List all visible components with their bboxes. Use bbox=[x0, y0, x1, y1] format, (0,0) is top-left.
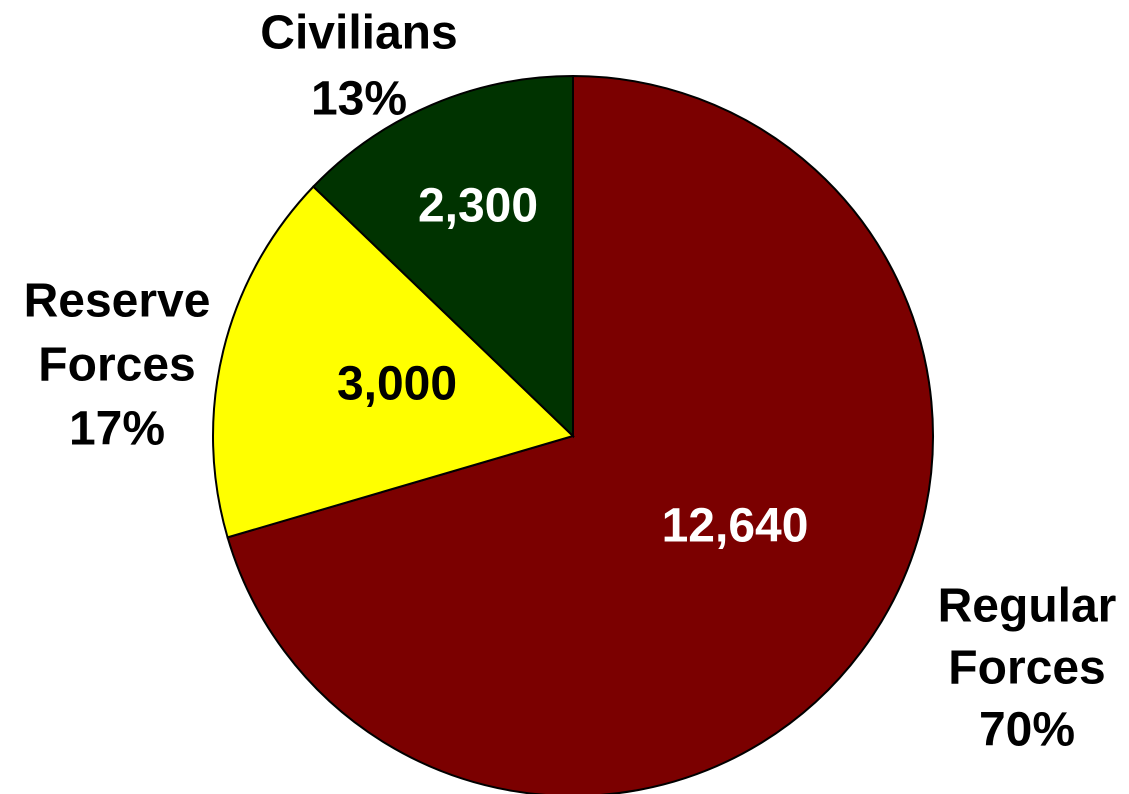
category-name-line: Reserve bbox=[24, 275, 211, 328]
category-name-line: Civilians bbox=[260, 7, 457, 60]
value-label-regular-forces: 12,640 bbox=[662, 500, 809, 553]
category-labels: Regular Forces 70% Reserve Forces 17% Civilian… bbox=[24, 7, 1117, 757]
pie-slices bbox=[212, 74, 934, 794]
value-labels: 12,640 3,000 2,300 bbox=[337, 180, 808, 553]
slice-regular-forces bbox=[226, 74, 934, 794]
category-label-reserve-forces: Reserve Forces 17% bbox=[24, 275, 211, 456]
slice-civilians bbox=[311, 74, 574, 439]
percent-label: 13% bbox=[311, 73, 407, 126]
value-label-civilians: 2,300 bbox=[418, 180, 538, 233]
category-name-line: Forces bbox=[38, 339, 195, 392]
category-name-line: Forces bbox=[948, 642, 1105, 695]
value-label-reserve-forces: 3,000 bbox=[337, 358, 457, 411]
percent-label: 70% bbox=[979, 704, 1075, 757]
category-label-civilians: Civilians 13% bbox=[260, 7, 457, 126]
percent-label: 17% bbox=[69, 403, 165, 456]
category-label-regular-forces: Regular Forces 70% bbox=[938, 580, 1117, 757]
slice-reserve-forces bbox=[212, 185, 575, 539]
category-name-line: Regular bbox=[938, 580, 1117, 633]
